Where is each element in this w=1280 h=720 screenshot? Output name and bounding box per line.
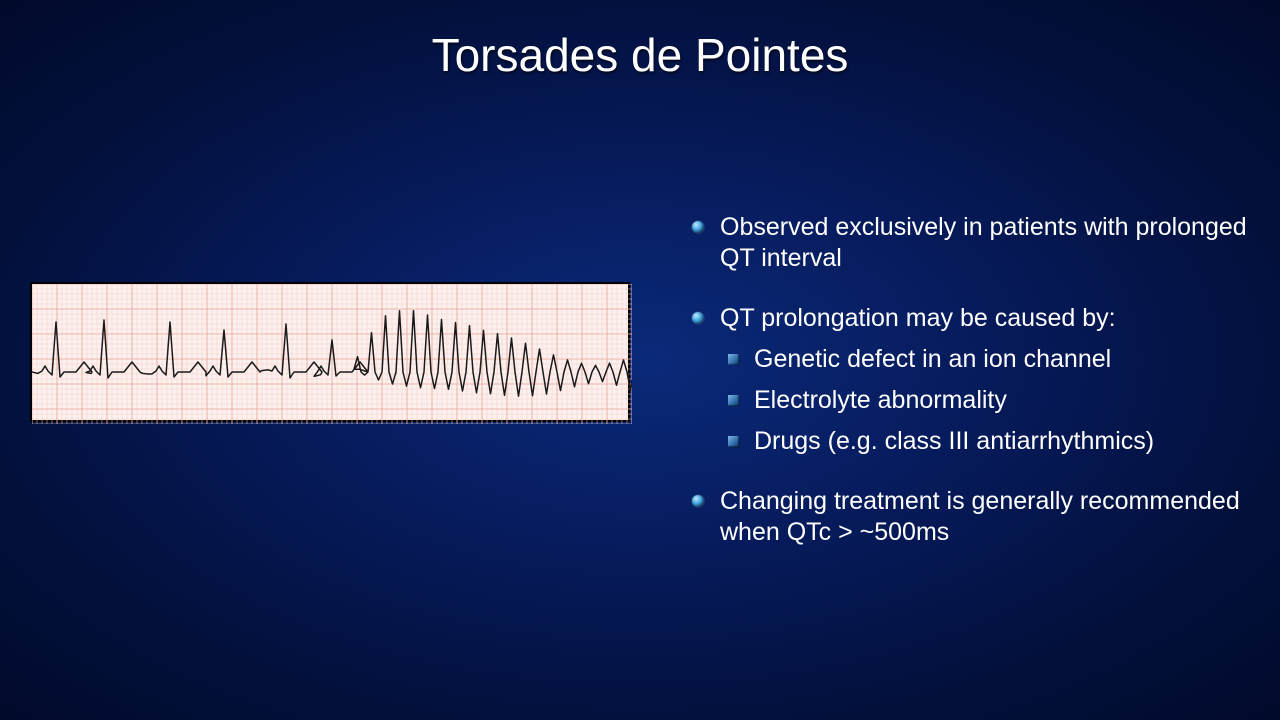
ecg-svg [32, 284, 632, 424]
content-row: Observed exclusively in patients with pr… [0, 82, 1280, 576]
bullet-text: Changing treatment is generally recommen… [720, 487, 1240, 546]
sub-bullet-item: Drugs (e.g. class III antiarrhythmics) [720, 426, 1250, 457]
bullet-list: Observed exclusively in patients with pr… [690, 212, 1250, 576]
bullet-text: Observed exclusively in patients with pr… [720, 213, 1247, 272]
bullet-text: QT prolongation may be caused by: [720, 304, 1116, 332]
sub-list: Genetic defect in an ion channel Electrol… [720, 344, 1250, 458]
bullet-item: Observed exclusively in patients with pr… [690, 212, 1250, 275]
bullet-item: QT prolongation may be caused by: Genetic… [690, 303, 1250, 458]
sub-bullet-item: Genetic defect in an ion channel [720, 344, 1250, 375]
slide-title: Torsades de Pointes [0, 0, 1280, 82]
sub-bullet-item: Electrolyte abnormality [720, 385, 1250, 416]
bullet-item: Changing treatment is generally recommen… [690, 486, 1250, 549]
ecg-panel [30, 282, 650, 422]
ecg-strip [30, 282, 630, 422]
